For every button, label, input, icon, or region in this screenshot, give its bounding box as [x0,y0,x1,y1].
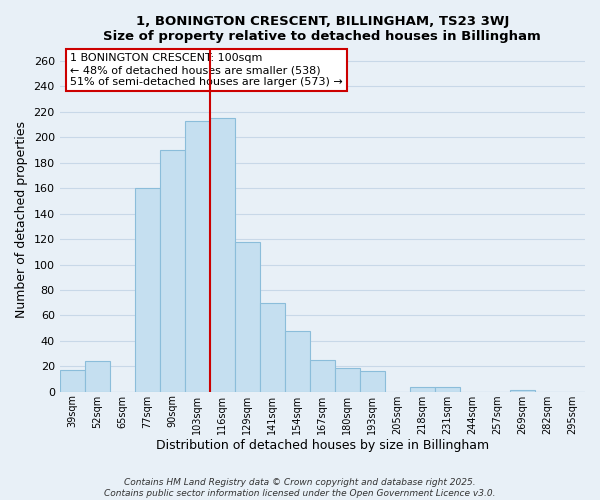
Bar [310,360,335,392]
Bar [85,361,110,392]
Bar [285,330,310,392]
Bar [135,188,160,392]
Bar [335,368,360,392]
Bar [235,242,260,392]
Bar [435,386,460,392]
Bar [410,386,435,392]
Bar [59,370,85,392]
Y-axis label: Number of detached properties: Number of detached properties [15,122,28,318]
Bar [185,121,210,392]
Bar [160,150,185,392]
Bar [260,302,285,392]
X-axis label: Distribution of detached houses by size in Billingham: Distribution of detached houses by size … [156,440,489,452]
Text: 1 BONINGTON CRESCENT: 100sqm
← 48% of detached houses are smaller (538)
51% of s: 1 BONINGTON CRESCENT: 100sqm ← 48% of de… [70,54,343,86]
Bar [210,118,235,392]
Bar [510,390,535,392]
Title: 1, BONINGTON CRESCENT, BILLINGHAM, TS23 3WJ
Size of property relative to detache: 1, BONINGTON CRESCENT, BILLINGHAM, TS23 … [103,15,541,43]
Text: Contains HM Land Registry data © Crown copyright and database right 2025.
Contai: Contains HM Land Registry data © Crown c… [104,478,496,498]
Bar [360,372,385,392]
